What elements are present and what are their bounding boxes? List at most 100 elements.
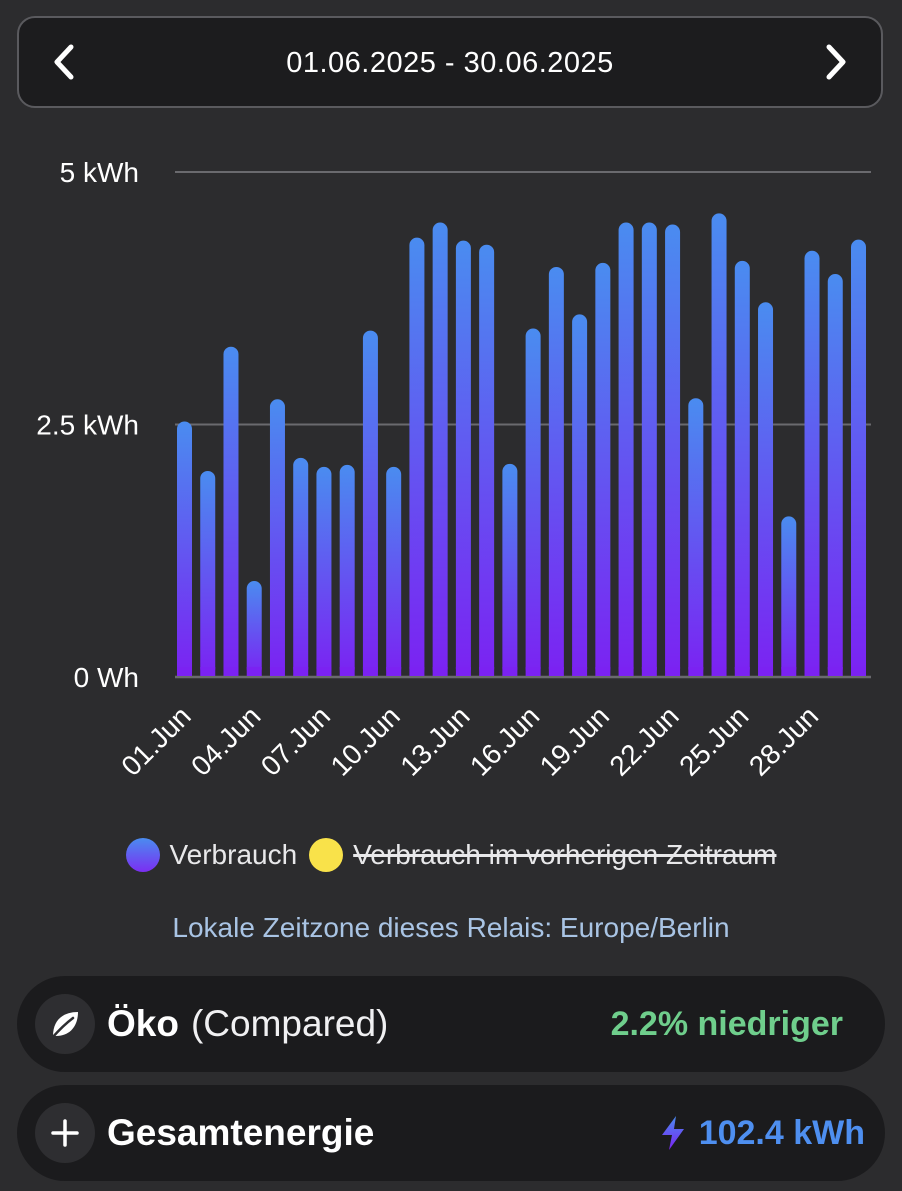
bar-02.Jun[interactable] [200, 470, 216, 676]
bar-18.Jun[interactable] [572, 314, 588, 676]
bar-base [572, 667, 588, 676]
bar-22.Jun[interactable] [665, 224, 681, 676]
total-energy-title: Gesamtenergie [107, 1085, 374, 1181]
bar-base [386, 667, 402, 676]
usage-bar-chart: 0 Wh 2.5 kWh 5 kWh 01.Jun04.Jun07.Jun10.Jun… [36, 157, 871, 782]
bar-01.Jun[interactable] [177, 421, 192, 676]
bar-28.Jun[interactable] [804, 250, 820, 676]
bar-base [455, 667, 471, 676]
x-tick-label: 25.Jun [673, 700, 754, 781]
total-energy-label: Gesamtenergie [107, 1112, 375, 1153]
date-range-label: 01.06.2025 - 30.06.2025 [286, 47, 614, 79]
bar-base [827, 667, 843, 676]
leaf-icon [35, 994, 95, 1054]
bar-base [293, 667, 309, 676]
bar-16.Jun[interactable] [525, 328, 541, 676]
bar-14.Jun[interactable] [479, 244, 495, 676]
bar-base [618, 667, 634, 676]
bar-09.Jun[interactable] [362, 330, 378, 676]
bar-24.Jun[interactable] [711, 213, 727, 676]
bar-base [804, 667, 820, 676]
x-tick-label: 13.Jun [394, 700, 475, 781]
bar-13.Jun[interactable] [455, 240, 471, 676]
bar-base [316, 667, 332, 676]
bar-05.Jun[interactable] [269, 399, 285, 676]
bar-27.Jun[interactable] [781, 516, 797, 676]
eco-title: Öko [107, 1003, 179, 1044]
x-tick-label: 04.Jun [185, 700, 266, 781]
total-energy-value: 102.4 kWh [698, 1114, 865, 1152]
bar-base [409, 667, 425, 676]
bar-10.Jun[interactable] [386, 466, 402, 676]
bar-base [362, 667, 378, 676]
lightning-bolt-icon [659, 1115, 687, 1151]
bar-base [525, 667, 541, 676]
chevron-left-icon [54, 44, 74, 80]
bar-12.Jun[interactable] [432, 222, 448, 677]
legend-dot-previous-period [309, 838, 344, 872]
x-tick-label: 28.Jun [743, 700, 824, 781]
bar-20.Jun[interactable] [618, 222, 634, 677]
plus-icon [35, 1103, 95, 1163]
bar-19.Jun[interactable] [595, 262, 611, 676]
legend-label-previous-period: Verbrauch im vorherigen Zeitraum [353, 839, 777, 870]
eco-card-title: Öko (Compared) [107, 976, 388, 1072]
bar-base [781, 667, 797, 676]
previous-period-button[interactable] [19, 18, 109, 106]
legend-dot-usage [125, 838, 160, 872]
chevron-right-icon [826, 44, 846, 80]
bar-15.Jun[interactable] [502, 463, 518, 676]
bar-base [432, 667, 448, 676]
legend-item-usage[interactable]: Verbrauch [125, 838, 298, 872]
y-tick-label: 0 Wh [74, 662, 139, 693]
bar-base [758, 667, 774, 676]
y-tick-label: 2.5 kWh [36, 410, 139, 441]
x-tick-label: 01.Jun [115, 700, 196, 781]
bar-30.Jun[interactable] [851, 239, 866, 677]
bar-base [200, 667, 216, 676]
x-tick-label: 07.Jun [255, 700, 336, 781]
eco-subtitle: (Compared) [190, 1003, 389, 1044]
bar-04.Jun[interactable] [246, 581, 262, 676]
bar-base [711, 667, 727, 676]
bar-base [665, 667, 681, 676]
bar-08.Jun[interactable] [339, 464, 355, 676]
total-energy-card[interactable]: Gesamtenergie 102.4 kWh [17, 1085, 885, 1181]
bar-base [851, 667, 866, 676]
y-tick-label: 5 kWh [60, 157, 139, 188]
bar-base [688, 667, 704, 676]
legend-item-previous-period[interactable]: Verbrauch im vorherigen Zeitraum [309, 838, 776, 872]
x-tick-label: 16.Jun [464, 700, 545, 781]
bar-base [246, 667, 262, 676]
bar-base [641, 667, 657, 676]
bar-23.Jun[interactable] [688, 398, 704, 676]
bar-base [595, 667, 611, 676]
total-energy-value-wrap: 102.4 kWh [659, 1085, 865, 1181]
next-period-button[interactable] [791, 18, 881, 106]
bar-base [479, 667, 495, 676]
bar-base [223, 667, 239, 676]
bar-base [502, 667, 518, 676]
eco-comparison-value: 2.2% niedriger [610, 1005, 843, 1043]
chart-legend: Verbrauch Verbrauch im vorherigen Zeitra… [0, 833, 902, 877]
bar-11.Jun[interactable] [409, 237, 425, 676]
bar-06.Jun[interactable] [293, 457, 309, 676]
legend-label-usage: Verbrauch [169, 839, 298, 870]
eco-comparison-card[interactable]: Öko (Compared) 2.2% niedriger [17, 976, 885, 1072]
bar-03.Jun[interactable] [223, 346, 239, 676]
bar-base [269, 667, 285, 676]
bar-base [339, 667, 355, 676]
timezone-note: Lokale Zeitzone dieses Relais: Europe/Be… [172, 912, 730, 943]
bar-29.Jun[interactable] [827, 274, 843, 676]
date-range-selector: 01.06.2025 - 30.06.2025 [17, 16, 883, 108]
bar-base [734, 667, 750, 676]
bar-26.Jun[interactable] [758, 302, 774, 676]
bar-07.Jun[interactable] [316, 466, 332, 676]
bar-17.Jun[interactable] [548, 266, 564, 676]
bar-25.Jun[interactable] [734, 260, 750, 676]
bar-base [548, 667, 564, 676]
bar-21.Jun[interactable] [641, 222, 657, 677]
bar-base [177, 667, 192, 676]
x-tick-label: 10.Jun [325, 700, 406, 781]
x-tick-label: 19.Jun [534, 700, 615, 781]
